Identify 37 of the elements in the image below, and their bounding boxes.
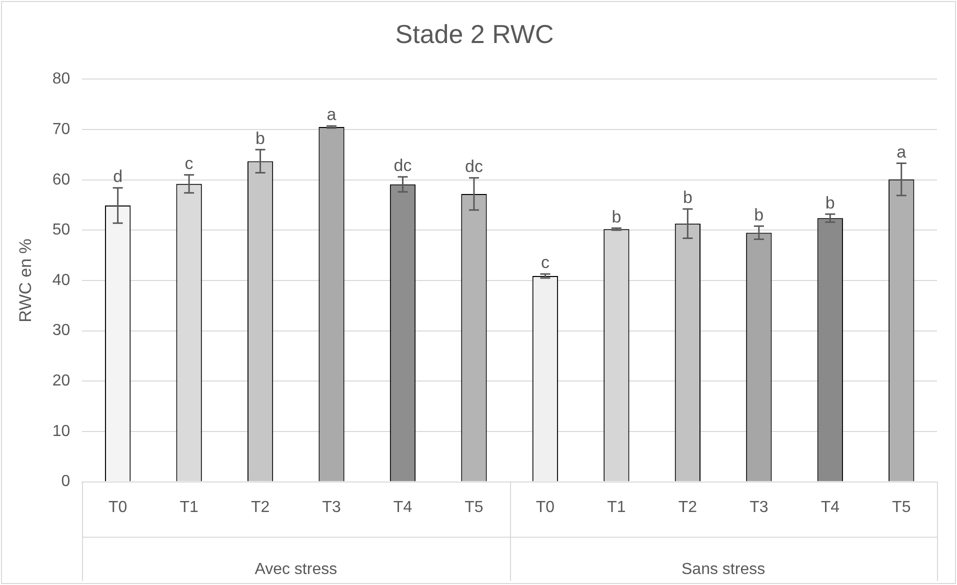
y-tick-label: 60 — [52, 171, 70, 188]
data-label: a — [896, 142, 907, 162]
y-tick-label: 50 — [52, 222, 70, 239]
x-tick-label: T3 — [750, 498, 768, 516]
y-tick-label: 80 — [52, 70, 70, 88]
text: Avec stress — [254, 561, 338, 578]
y-tick-label: 0 — [61, 473, 70, 490]
y-tick-label: 20 — [52, 372, 70, 390]
data-label: dc — [464, 157, 484, 176]
y-tick-label: 70 — [52, 120, 70, 138]
x-tick-label: T1 — [180, 498, 198, 516]
y-axis-title: RWC en % — [16, 238, 35, 322]
data-label: b — [825, 193, 835, 212]
data-label: b — [754, 205, 764, 224]
x-tick-label: T1 — [607, 498, 626, 516]
y-tick-label: 10 — [52, 422, 70, 440]
data-label: dc — [394, 156, 412, 176]
data-label: b — [682, 188, 692, 208]
data-label: d — [113, 167, 123, 186]
x-tick-label: T5 — [464, 498, 484, 516]
x-tick-label: T2 — [250, 498, 270, 516]
data-label: b — [256, 128, 266, 148]
x-tick-label: T3 — [322, 498, 341, 516]
x-tick-label: T5 — [892, 498, 911, 516]
x-tick-label: T0 — [536, 498, 555, 516]
data-label: b — [612, 207, 622, 226]
text: Sans stress — [682, 561, 766, 578]
data-label: a — [326, 105, 337, 124]
data-label: c — [184, 154, 194, 174]
x-tick-label: T0 — [108, 498, 128, 516]
data-label: c — [540, 253, 550, 272]
chart-title: Stade 2 RWC — [395, 18, 554, 49]
x-tick-label: T4 — [393, 498, 412, 516]
y-tick-label: 30 — [52, 322, 70, 340]
y-tick-label: 40 — [52, 272, 70, 289]
x-tick-label: T2 — [678, 498, 698, 516]
x-tick-label: T4 — [820, 498, 840, 516]
